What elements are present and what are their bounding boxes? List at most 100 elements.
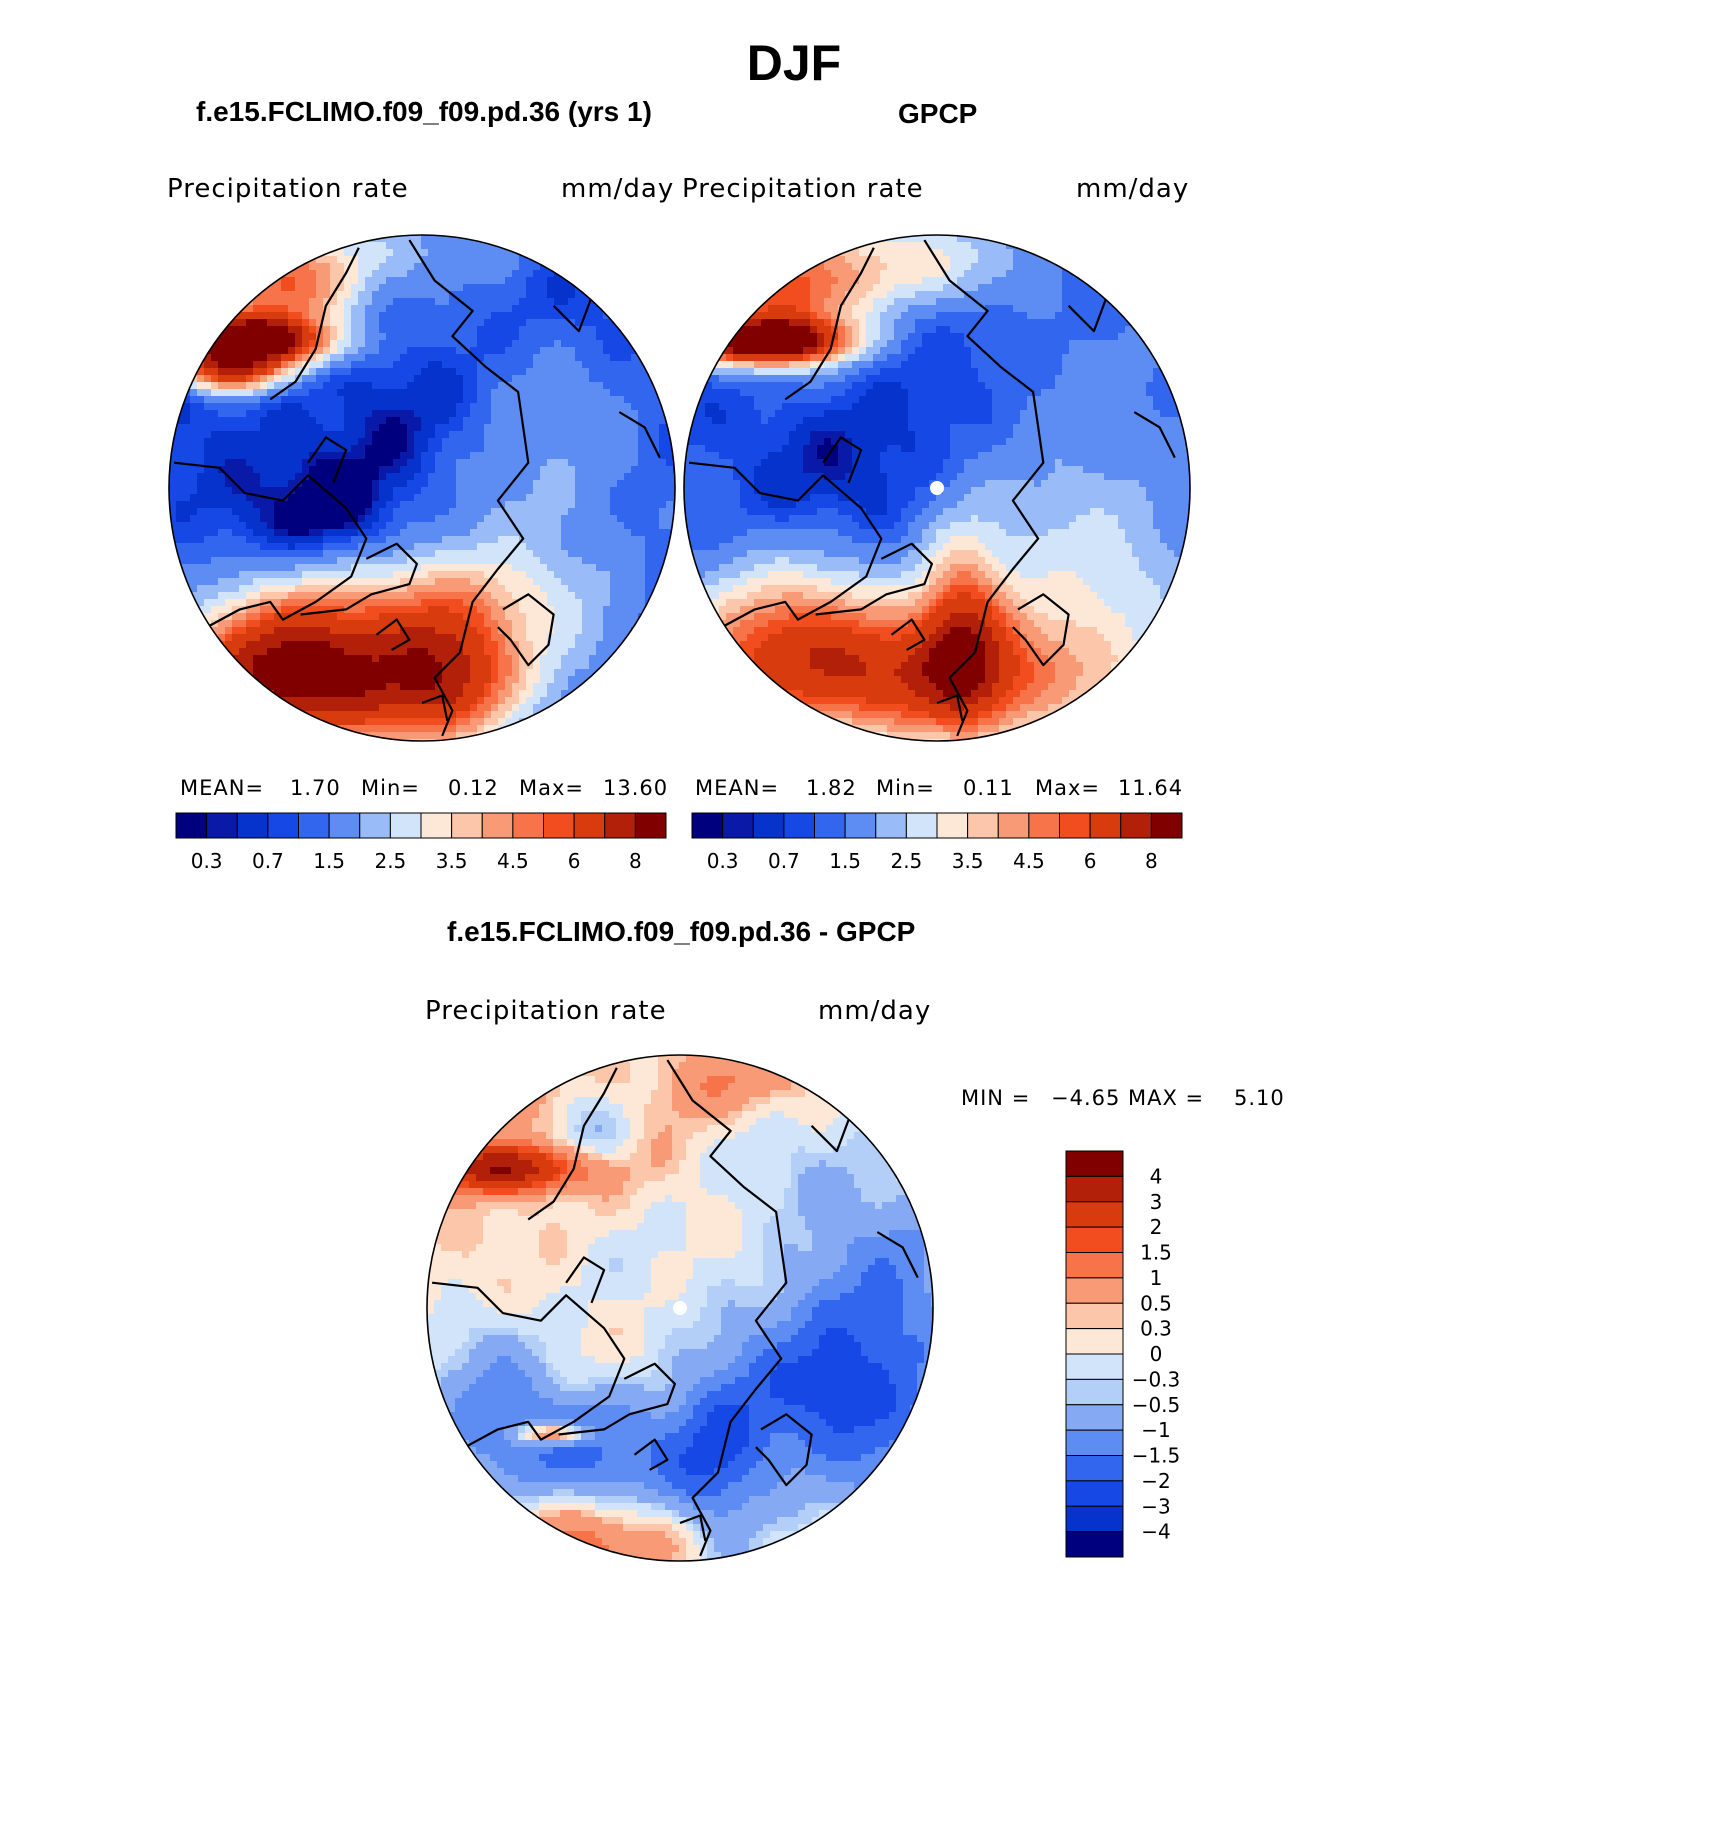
- colorbar-1-box-15: [1150, 812, 1183, 839]
- coastline-0-0: [408, 239, 530, 737]
- panel-2-mean: 1.82: [806, 776, 857, 800]
- map-border-2: [426, 1054, 934, 1562]
- colorbar-diff-box-6: [1065, 1302, 1124, 1330]
- panel-1-mean: 1.70: [290, 776, 341, 800]
- colorbar-diff-box-13: [1065, 1480, 1124, 1507]
- coastline-1-3: [784, 247, 875, 401]
- coastline-2-8: [876, 1231, 919, 1279]
- colorbar-diff-label: 1.5: [1140, 1241, 1172, 1265]
- colorbar-1-label: 6: [1084, 849, 1097, 873]
- coastline-0-9: [421, 694, 449, 722]
- colorbar-diff-box-12: [1065, 1455, 1124, 1482]
- colorbar-1-label: 4.5: [1013, 849, 1045, 873]
- colorbar-diff-box-2: [1065, 1201, 1124, 1228]
- pole-hole-2: [673, 1301, 687, 1315]
- coastline-2-5: [565, 1256, 606, 1304]
- colorbar-1-box-8: [936, 812, 969, 839]
- colorbar-1-label: 2.5: [890, 849, 922, 873]
- coastline-2-9: [679, 1514, 707, 1542]
- coastline-2-7: [810, 1110, 854, 1153]
- colorbar-0-box-9: [451, 812, 483, 839]
- colorbar-1-box-13: [1089, 812, 1122, 839]
- coastline-1-8: [1133, 411, 1176, 459]
- colorbar-diff-label: −0.3: [1132, 1367, 1181, 1391]
- colorbar-0-label: 1.5: [313, 849, 345, 873]
- coastline-1-0: [923, 239, 1045, 737]
- colorbar-0-box-3: [267, 812, 299, 839]
- colorbar-diff-label: 4: [1150, 1164, 1163, 1188]
- coastline-2-3: [527, 1067, 618, 1221]
- coastline-2-1: [431, 1281, 626, 1449]
- coastline-0-7: [552, 290, 596, 333]
- colorbar-diff-box-4: [1065, 1252, 1124, 1279]
- colorbar-diff-box-15: [1065, 1531, 1124, 1558]
- colorbar-0-box-4: [298, 812, 330, 839]
- panel-1-max: 13.60: [603, 776, 669, 800]
- colorbar-diff-label: 1: [1150, 1266, 1163, 1290]
- map-panel-2: [426, 1054, 934, 1562]
- colorbar-diff-box-10: [1065, 1404, 1124, 1431]
- panel-3-variable: Precipitation rate: [425, 996, 667, 1026]
- colorbar-1-box-14: [1120, 812, 1152, 839]
- colorbar-0-box-7: [389, 812, 422, 839]
- panel-1-min: 0.12: [448, 776, 499, 800]
- map-panel-1: [683, 234, 1191, 742]
- map-border-0: [168, 234, 676, 742]
- colorbar-diff-label: 0.3: [1140, 1317, 1172, 1341]
- colorbar-diff-label: −2: [1141, 1469, 1170, 1493]
- colorbar-diff-box-1: [1065, 1175, 1124, 1203]
- panel-3-min-label: MIN =: [961, 1086, 1031, 1110]
- colorbar-1: 0.3 0.7 1.5 2.5 3.5 4.5 6 8: [691, 812, 1183, 873]
- panel-2-max: 11.64: [1118, 776, 1184, 800]
- coastline-0-2: [300, 542, 418, 616]
- colorbar-diff-box-7: [1065, 1328, 1124, 1355]
- colorbar-0-box-10: [481, 812, 514, 839]
- map-panel-0: [168, 234, 676, 742]
- colorbar-0-label: 2.5: [374, 849, 406, 873]
- colorbar-1-box-4: [814, 812, 846, 839]
- coastline-0-6: [375, 618, 411, 651]
- colorbar-diff-label: −3: [1141, 1494, 1170, 1518]
- figure-title: DJF: [746, 35, 842, 91]
- coastline-1-4: [1012, 593, 1070, 667]
- coastline-1-1: [688, 461, 883, 629]
- coastline-1-6: [890, 618, 926, 651]
- colorbar-1-box-12: [1059, 812, 1091, 839]
- colorbar-1-box-2: [752, 812, 785, 839]
- coastline-2-2: [558, 1362, 677, 1436]
- coastline-0-8: [618, 411, 661, 459]
- colorbar-1-label: 8: [1145, 849, 1158, 873]
- panel-2-min: 0.11: [963, 776, 1014, 800]
- colorbar-0-label: 4.5: [497, 849, 529, 873]
- colorbar-1-label: 3.5: [952, 849, 984, 873]
- coastline-0-3: [269, 247, 360, 401]
- colorbar-1-box-0: [691, 812, 724, 839]
- coastline-2-4: [755, 1413, 813, 1487]
- panel-1-title: f.e15.FCLIMO.f09_f09.pd.36 (yrs 1): [196, 96, 652, 127]
- coastline-2-0: [666, 1059, 788, 1557]
- panel-3-min: −4.65: [1051, 1086, 1121, 1110]
- panel-2-min-label: Min=: [876, 776, 935, 800]
- panel-1-variable: Precipitation rate: [167, 174, 409, 204]
- colorbar-0-label: 8: [629, 849, 642, 873]
- colorbar-diff-box-5: [1065, 1277, 1124, 1304]
- colorbar-1-label: 0.7: [768, 849, 800, 873]
- colorbar-diff-box-11: [1065, 1429, 1124, 1456]
- panel-2-max-label: Max=: [1035, 776, 1101, 800]
- colorbar-diff-label: 2: [1150, 1215, 1163, 1239]
- colorbar-1-box-7: [905, 812, 938, 839]
- colorbar-diff-box-3: [1065, 1226, 1124, 1253]
- colorbar-0-box-6: [359, 812, 391, 839]
- coastline-1-9: [936, 694, 964, 722]
- colorbar-diff-box-9: [1065, 1378, 1124, 1406]
- colorbar-1-box-11: [1028, 812, 1060, 839]
- colorbar-diff-box-8: [1065, 1353, 1124, 1380]
- colorbar-0-box-5: [328, 812, 361, 839]
- colorbar-0-label: 6: [568, 849, 581, 873]
- coastline-1-2: [815, 542, 934, 616]
- coastline-2-6: [633, 1438, 669, 1471]
- panel-2-variable: Precipitation rate: [682, 174, 924, 204]
- panel-3-units: mm/day: [818, 996, 932, 1026]
- panel-1-min-label: Min=: [361, 776, 420, 800]
